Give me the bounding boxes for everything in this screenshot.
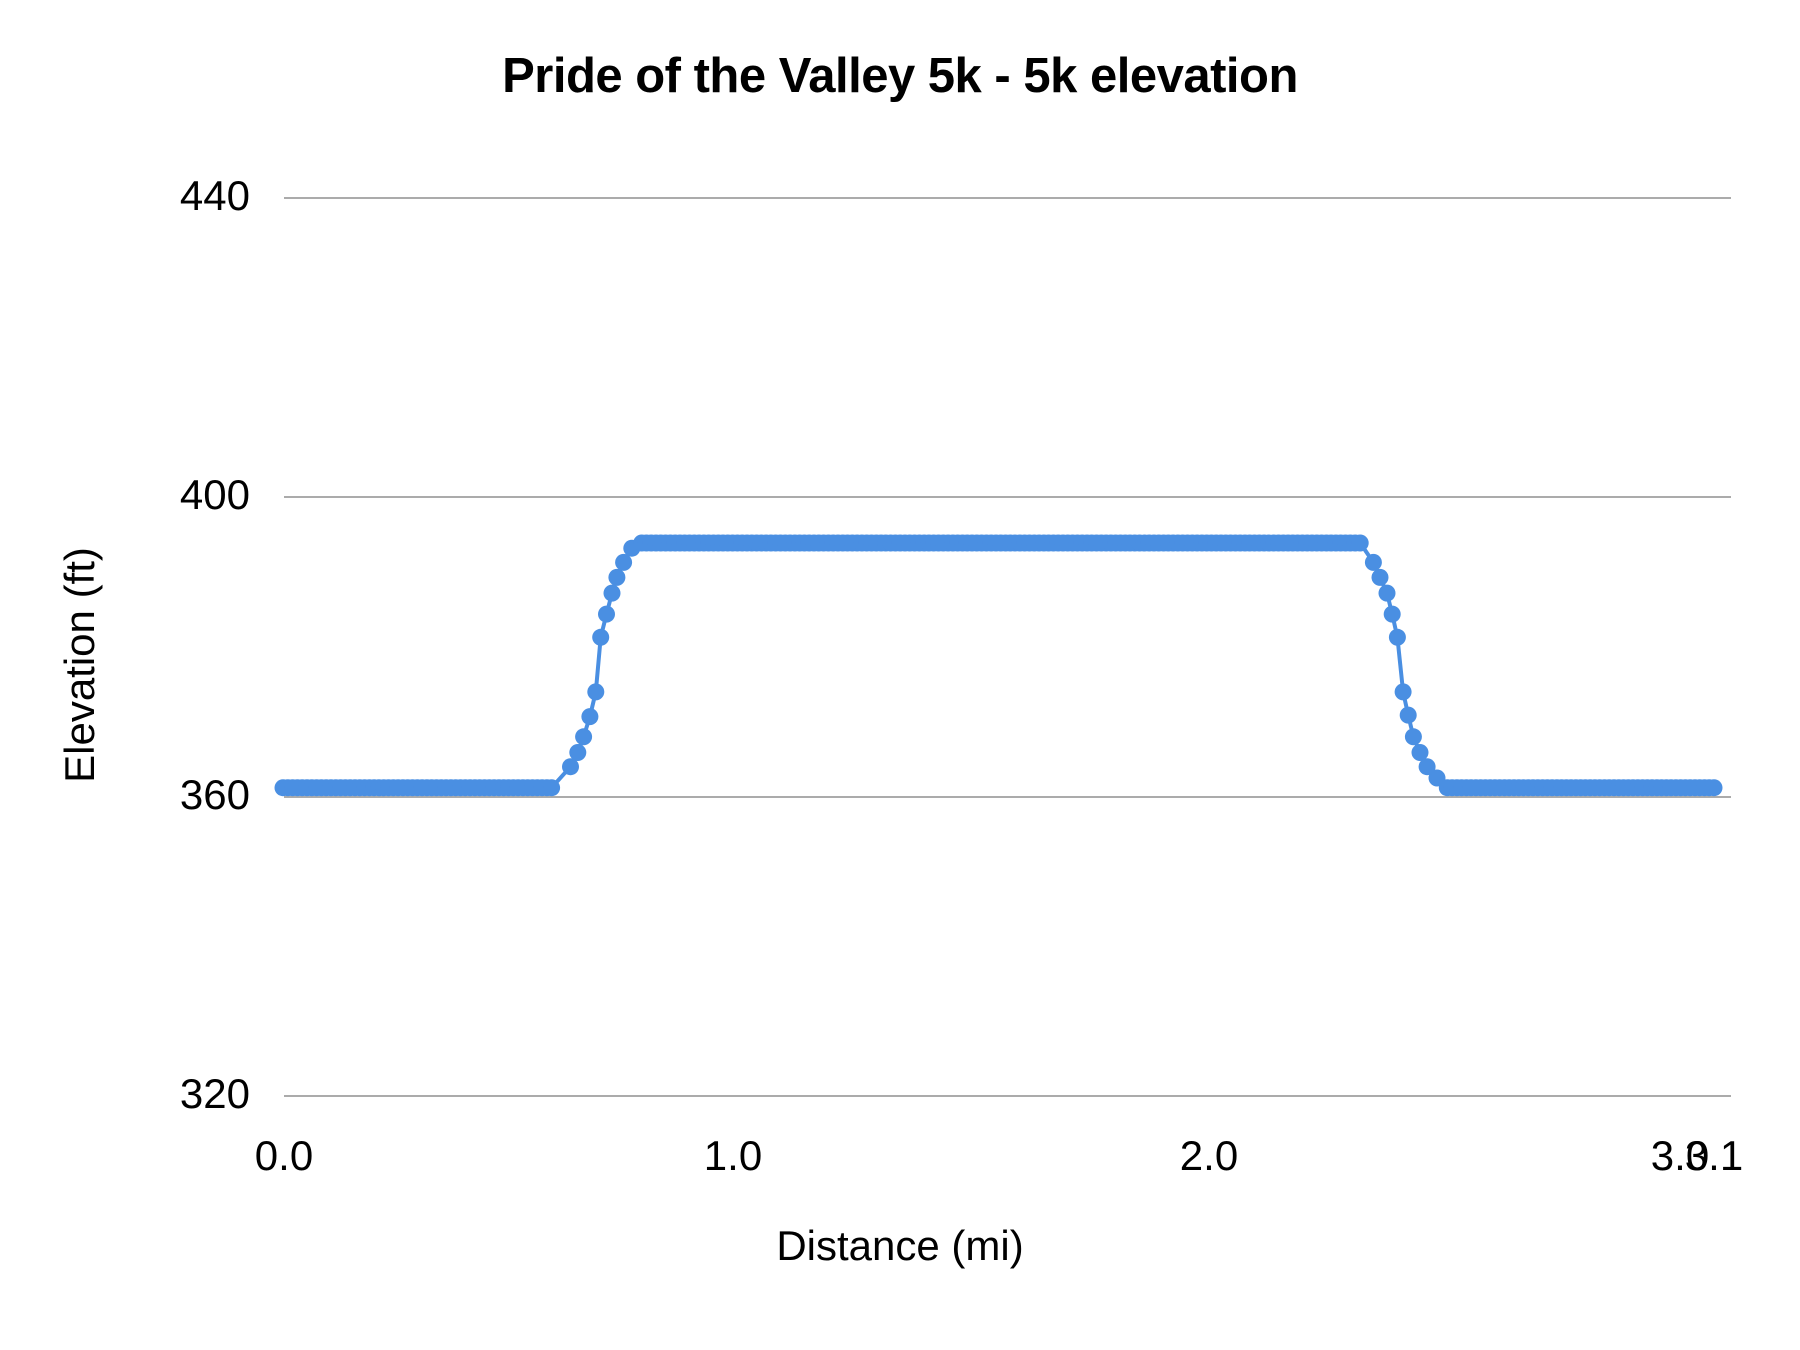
data-point-marker <box>575 728 593 746</box>
data-point-marker <box>543 779 561 797</box>
data-point-marker <box>598 605 615 623</box>
y-axis-title: Elevation (ft) <box>56 547 103 783</box>
data-point-marker <box>1404 728 1422 746</box>
data-point-marker <box>1394 683 1412 701</box>
data-point-marker <box>1364 553 1382 571</box>
data-point-marker <box>615 553 633 571</box>
y-tick-400: 400 <box>179 471 250 518</box>
y-tick-360: 360 <box>179 771 250 818</box>
elevation-series <box>274 534 1723 797</box>
data-point-marker <box>1399 706 1417 724</box>
x-tick-2: 2.0 <box>1179 1132 1239 1179</box>
data-point-marker <box>1388 628 1406 646</box>
x-tick-3: 3.0 <box>1650 1132 1710 1179</box>
data-point-marker <box>1351 534 1369 552</box>
data-point-marker <box>581 708 599 726</box>
x-tick-0: 0.0 <box>254 1132 314 1179</box>
data-point-marker <box>1705 779 1723 797</box>
y-tick-440: 440 <box>179 172 250 219</box>
data-point-marker <box>1411 744 1429 761</box>
x-axis-title: Distance (mi) <box>776 1222 1024 1269</box>
data-point-marker <box>569 744 587 761</box>
chart-title: Pride of the Valley 5k - 5k elevation <box>502 49 1298 103</box>
gridlines <box>284 197 1731 1097</box>
data-point-marker <box>1371 568 1389 586</box>
data-point-marker <box>562 758 579 776</box>
data-point-marker <box>608 568 626 586</box>
data-point-marker <box>592 628 610 646</box>
x-tick-3-1: 3.1 <box>1684 1132 1744 1179</box>
data-point-marker <box>587 683 605 701</box>
data-point-marker <box>603 584 621 602</box>
y-tick-320: 320 <box>179 1070 250 1117</box>
data-point-marker <box>1378 584 1396 602</box>
x-tick-1: 1.0 <box>703 1132 763 1179</box>
data-point-marker <box>1383 605 1401 623</box>
data-point-marker <box>1418 758 1436 776</box>
